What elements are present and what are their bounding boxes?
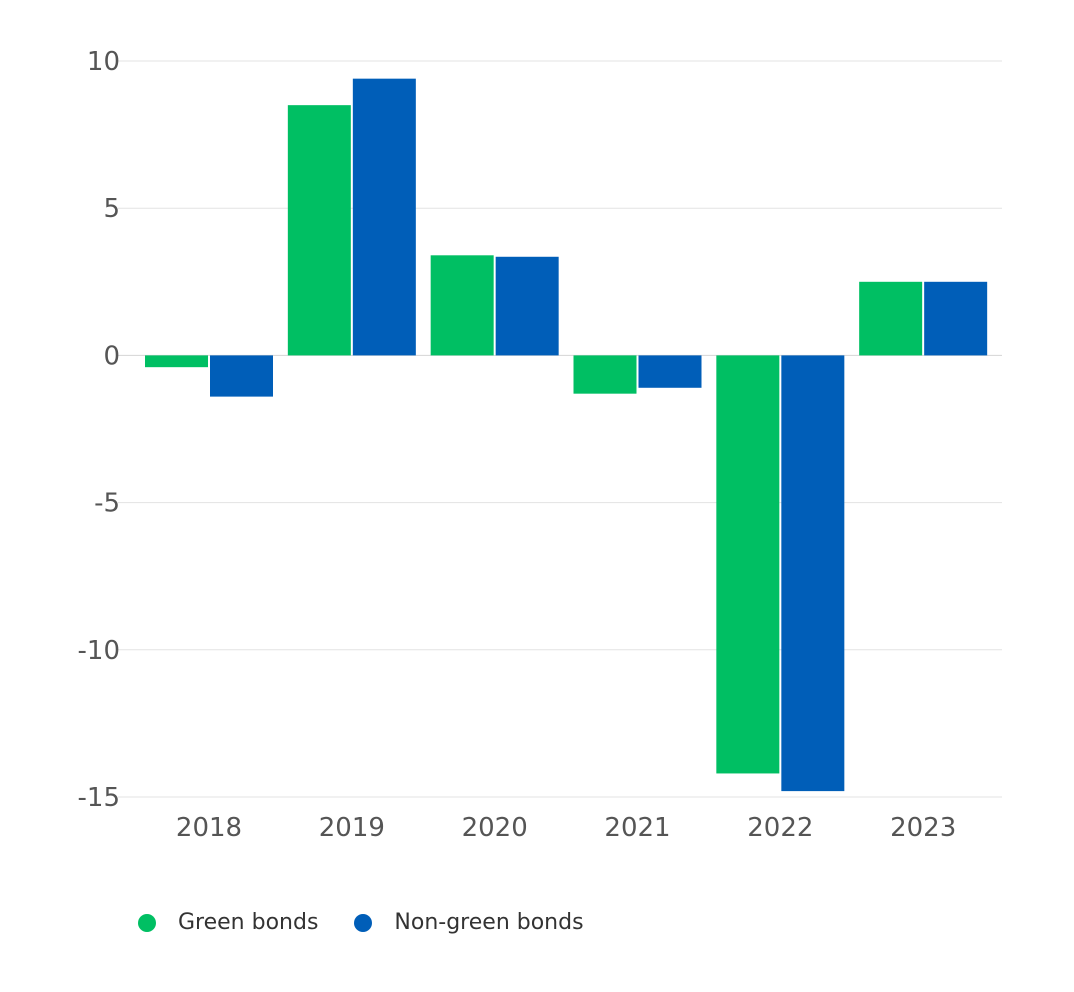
x-tick-label: 2022: [747, 813, 813, 843]
bar-green-bonds-2021: [573, 355, 637, 394]
bar-non-green-bonds-2023: [924, 281, 988, 356]
legend-label-non-green-bonds: Non-green bonds: [394, 910, 584, 935]
y-tick-label: -15: [78, 783, 120, 813]
legend-item-non-green-bonds: Non-green bonds: [354, 910, 584, 935]
gridlines: [118, 60, 1002, 798]
x-axis-tick-labels: 2018 2019 2020 2021 2022 2023: [176, 813, 956, 843]
y-tick-label: 5: [103, 194, 120, 224]
bar-green-bonds-2023: [859, 281, 923, 356]
legend-label-green-bonds: Green bonds: [178, 910, 319, 935]
legend: Green bonds Non-green bonds: [138, 910, 620, 935]
bar-green-bonds-2022: [716, 355, 780, 774]
y-axis-tick-labels: 10 5 0 -5 -10 -15: [78, 47, 120, 813]
x-tick-label: 2020: [462, 813, 528, 843]
x-tick-label: 2021: [604, 813, 670, 843]
bar-green-bonds-2020: [430, 255, 494, 356]
legend-marker-non-green-bonds: [354, 913, 373, 932]
bars: [145, 78, 988, 792]
legend-marker-green-bonds: [138, 913, 156, 932]
y-tick-label: -10: [78, 636, 120, 666]
y-tick-label: 0: [103, 341, 120, 371]
bar-non-green-bonds-2021: [638, 355, 702, 388]
bar-green-bonds-2019: [287, 105, 351, 356]
bar-green-bonds-2018: [145, 355, 208, 368]
y-tick-label: -5: [94, 489, 120, 519]
x-tick-label: 2023: [890, 813, 956, 843]
bar-non-green-bonds-2022: [781, 355, 845, 792]
bar-non-green-bonds-2018: [210, 355, 273, 397]
bar-chart: 10 5 0 -5 -10 -15 2018 2019 2020 2021 2022 2023: [78, 47, 1002, 843]
bar-non-green-bonds-2019: [352, 78, 416, 356]
x-tick-label: 2019: [319, 813, 385, 843]
y-tick-label: 10: [87, 47, 120, 77]
legend-item-green-bonds: Green bonds: [138, 910, 318, 935]
bar-non-green-bonds-2020: [495, 256, 559, 356]
x-tick-label: 2018: [176, 813, 242, 843]
